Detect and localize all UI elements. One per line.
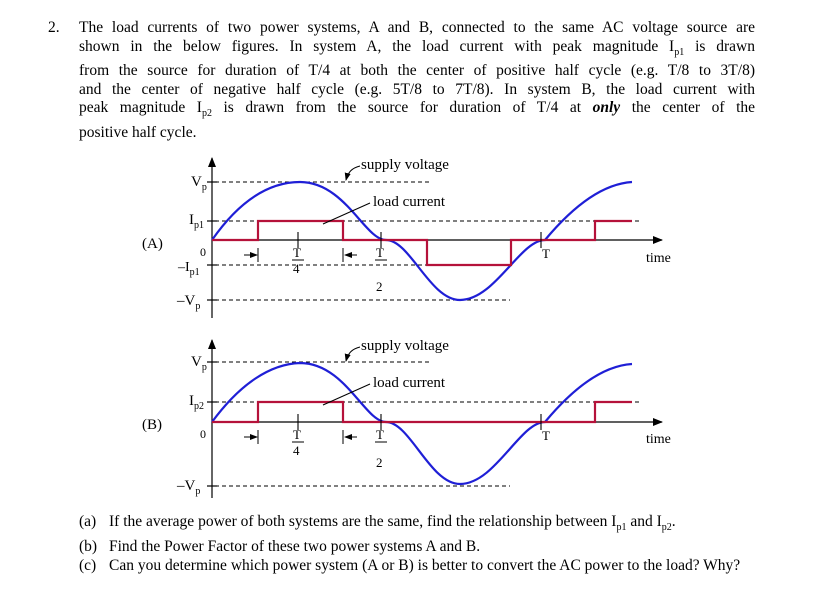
figure-a-supply-voltage-wave [211,180,633,302]
question-stem: The load currents of two power systems, … [79,19,755,143]
figure-a-label: (A) [142,236,163,252]
figure-a-t4-num: T [293,245,301,260]
figure-b-t2-num: T [376,427,384,442]
figure-b-label: (B) [142,417,162,433]
sub-question-c: (c) Can you determine which power system… [79,557,741,575]
stem-line: positive half cycle. [79,124,197,142]
figure-b-time-label: time [646,432,671,447]
figure-b-load-current-label: load current [373,375,446,391]
stem-line: and the center of negative half cycle (e… [79,80,755,98]
figure-b-vp-label: Vp [191,354,207,373]
sub-questions: (a) If the average power of both systems… [79,512,759,575]
sub-question-b: (b) Find the Power Factor of these two p… [79,538,481,556]
stem-line: The load currents of two power systems, … [79,19,755,36]
figure-b-supply-voltage-wave [211,361,633,486]
figure-b-t4-num: T [293,427,301,442]
figure-a-t4-den: 4 [293,261,300,276]
figure-b-supply-voltage-label: supply voltage [361,338,449,354]
stem-line: from the source for duration of T/4 at b… [79,62,755,80]
figure-b-t2-den: 2 [376,455,383,470]
figure-b-t4-den: 4 [293,443,300,458]
figure-a-ip1-label: Ip1 [189,212,204,231]
figure-b-t-label: T [542,428,550,443]
figure-b-neg-vp-label: –Vp [176,478,200,497]
stem-line: shown in the below figures. In system A,… [79,37,755,58]
sub-question-a: (a) If the average power of both systems… [79,513,676,534]
figure-a-zero-label: 0 [200,245,206,259]
figure-b-ip2-label: Ip2 [189,393,204,412]
figure-a-load-current-label: load current [373,194,446,210]
figure-a-t-label: T [542,246,550,261]
figure-a-neg-ip1-label: –Ip1 [177,260,200,278]
figure-a: (A) [142,157,671,318]
figure-b-load-current-wave [212,400,632,424]
figure-a-t2-num: T [376,245,384,260]
figure-a-load-current-wave [212,219,632,267]
figure-b: (B) Vp Ip2 0 –Vp supply voltage l [142,338,671,498]
figure-a-supply-voltage-label: supply voltage [361,157,449,173]
figure-a-time-label: time [646,251,671,266]
figure-b-zero-label: 0 [200,427,206,441]
stem-line: peak magnitude Ip2 is drawn from the sou… [79,99,756,120]
figure-a-vp-label: Vp [191,174,207,193]
question-number: 2. [48,19,60,36]
figure-a-t2-den: 2 [376,279,383,294]
figure-a-neg-vp-label: –Vp [176,293,200,312]
